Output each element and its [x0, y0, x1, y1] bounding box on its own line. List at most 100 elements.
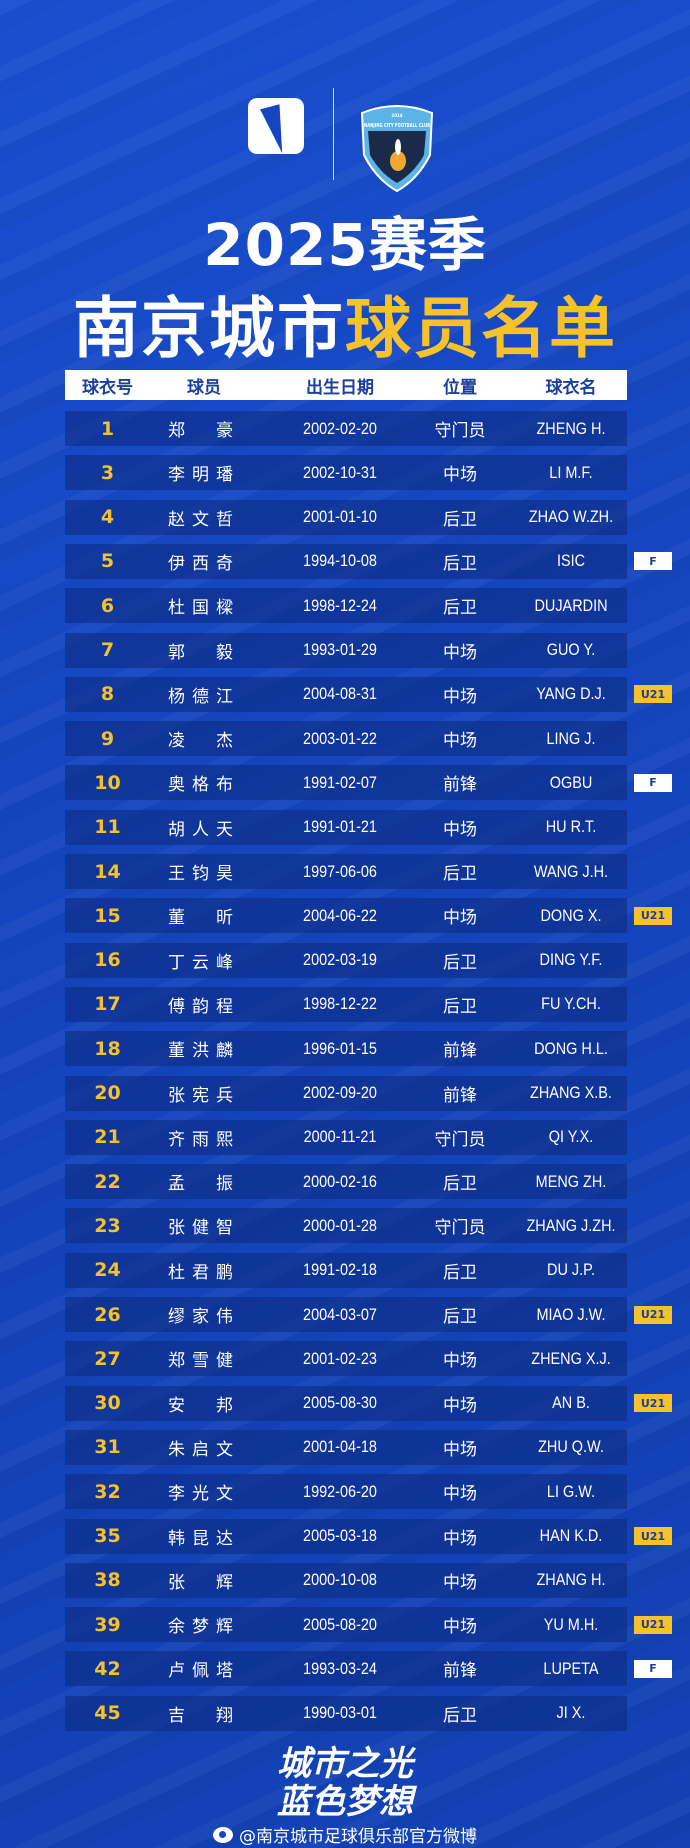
- player-birthdate: 2001-01-10: [303, 507, 377, 527]
- player-position: 中场: [443, 1395, 477, 1416]
- player-jersey-name: LI M.F.: [549, 462, 593, 482]
- player-birthdate: 2005-08-30: [303, 1393, 377, 1413]
- player-position: 守门员: [434, 1218, 486, 1239]
- table-row: 4 赵文哲 2001-01-10 后卫 ZHAO W.ZH.: [65, 499, 627, 535]
- player-position: 后卫: [443, 509, 477, 530]
- player-birthdate: 2004-06-22: [303, 905, 377, 925]
- table-row: 14 王钧昊 1997-06-06 后卫 WANG J.H.: [65, 854, 627, 889]
- player-name: 韩昆达: [168, 1528, 240, 1549]
- table-row: 9 凌 杰 2003-01-22 中场 LING J.: [65, 721, 627, 757]
- player-position: 后卫: [443, 1174, 477, 1195]
- player-birthdate: 2002-03-19: [303, 950, 377, 970]
- player-name: 余梦辉: [168, 1617, 240, 1638]
- player-birthdate: 1991-01-21: [303, 817, 377, 837]
- player-name: 孟 振: [168, 1174, 240, 1195]
- foreign-player-badge: F: [634, 552, 672, 571]
- table-row: 11 胡人天 1991-01-21 中场 HU R.T.: [65, 809, 627, 845]
- player-position: 中场: [443, 465, 477, 486]
- badge-year: 2014: [391, 113, 402, 118]
- player-number: 3: [100, 461, 115, 484]
- player-birthdate: 2000-02-16: [303, 1171, 377, 1191]
- table-row: 22 孟 振 2000-02-16 后卫 MENG ZH.: [65, 1164, 627, 1200]
- logos: 2014 NANJING CITY FOOTBALL CLUB: [0, 88, 690, 198]
- table-row: 7 郭 毅 1993-01-29 中场 GUO Y.: [65, 632, 627, 668]
- player-birthdate: 2000-11-21: [303, 1127, 377, 1147]
- table-row: 21 齐雨熙 2000-11-21 守门员 QI Y.X.: [65, 1119, 627, 1155]
- player-name: 郑 豪: [168, 421, 240, 441]
- player-name: 张宪兵: [168, 1085, 240, 1106]
- player-number: 4: [100, 506, 115, 529]
- player-number: 26: [94, 1303, 121, 1326]
- player-name: 张 辉: [168, 1572, 240, 1593]
- player-name: 凌 杰: [168, 731, 240, 752]
- season-title: 2025赛季: [203, 211, 487, 279]
- slogan-line1: 城市之光: [277, 1744, 413, 1784]
- player-jersey-name: AN B.: [552, 1393, 590, 1413]
- player-position: 前锋: [443, 1661, 477, 1682]
- player-name: 王钧昊: [168, 864, 240, 884]
- table-row: 42 卢佩塔 1993-03-24 前锋 LUPETA: [65, 1651, 627, 1687]
- player-birthdate: 1992-06-20: [303, 1481, 377, 1501]
- player-birthdate: 1997-06-06: [303, 861, 377, 881]
- player-jersey-name: QI Y.X.: [548, 1127, 594, 1147]
- player-position: 后卫: [443, 1705, 477, 1726]
- roster-title-club: 南京城市: [73, 290, 345, 367]
- player-position: 前锋: [443, 1041, 477, 1062]
- u21-badge: U21: [634, 1305, 672, 1324]
- weibo-text: @南京城市足球俱乐部官方微博: [239, 1827, 477, 1847]
- player-jersey-name: LING J.: [546, 728, 596, 748]
- player-number: 8: [100, 683, 115, 706]
- table-row: 27 郑雪健 2001-02-23 中场 ZHENG X.J.: [65, 1341, 627, 1377]
- player-number: 31: [94, 1436, 121, 1459]
- player-jersey-name: DONG X.: [540, 905, 602, 925]
- player-birthdate: 2002-10-31: [303, 462, 377, 482]
- player-position: 后卫: [443, 1262, 477, 1283]
- player-birthdate: 2000-10-08: [303, 1570, 377, 1590]
- table-row: 3 李明璠 2002-10-31 中场 LI M.F.: [65, 455, 627, 491]
- header-number: 球衣号: [82, 377, 133, 398]
- player-position: 后卫: [443, 553, 477, 574]
- player-number: 18: [94, 1037, 121, 1060]
- player-name: 卢佩塔: [168, 1661, 240, 1682]
- weibo-handle: @南京城市足球俱乐部官方微博: [0, 1822, 690, 1847]
- u21-badge: U21: [634, 1615, 672, 1634]
- header-position: 位置: [443, 377, 477, 398]
- player-number: 9: [100, 727, 115, 750]
- player-position: 守门员: [434, 421, 486, 441]
- player-name: 奥格布: [168, 775, 240, 796]
- table-row: 26 缪家伟 2004-03-07 后卫 MIAO J.W.: [65, 1297, 627, 1332]
- u21-badge: U21: [634, 1394, 672, 1413]
- foreign-player-badge: F: [634, 773, 672, 792]
- player-jersey-name: ZHANG X.B.: [530, 1083, 612, 1102]
- player-name: 齐雨熙: [168, 1129, 240, 1150]
- table-row: 16 丁云峰 2002-03-19 后卫 DING Y.F.: [65, 942, 627, 978]
- player-name: 杨德江: [168, 686, 240, 707]
- player-number: 15: [94, 904, 121, 927]
- player-name: 朱启文: [168, 1439, 240, 1460]
- player-birthdate: 1993-01-29: [303, 640, 377, 659]
- player-jersey-name: HAN K.D.: [539, 1526, 603, 1545]
- table-row: 10 奥格布 1991-02-07 前锋 OGBU: [65, 765, 627, 801]
- player-number: 27: [94, 1347, 121, 1370]
- player-position: 中场: [443, 1572, 477, 1593]
- slogan: 城市之光 蓝色梦想: [0, 1745, 690, 1821]
- table-row: 20 张宪兵 2002-09-20 前锋 ZHANG X.B.: [65, 1075, 627, 1111]
- foreign-player-badge: F: [634, 1659, 672, 1678]
- player-number: 6: [100, 594, 115, 617]
- header-player: 球员: [187, 377, 221, 398]
- header-birthdate: 出生日期: [306, 377, 374, 398]
- header-jersey-name: 球衣名: [545, 377, 597, 398]
- player-number: 7: [100, 639, 115, 661]
- table-row: 6 杜国樑 1998-12-24 后卫 DUJARDIN: [65, 588, 627, 624]
- player-position: 中场: [443, 1351, 477, 1372]
- player-number: 5: [100, 550, 115, 573]
- player-jersey-name: DU J.P.: [547, 1260, 595, 1280]
- player-name: 缪家伟: [168, 1307, 240, 1327]
- logo-divider: [333, 88, 334, 180]
- table-row: 39 余梦辉 2005-08-20 中场 YU M.H.: [65, 1607, 627, 1643]
- player-position: 中场: [443, 1617, 477, 1638]
- player-birthdate: 2001-02-23: [303, 1348, 377, 1368]
- player-birthdate: 1991-02-07: [303, 772, 377, 792]
- player-number: 23: [94, 1214, 121, 1237]
- player-number: 20: [94, 1082, 121, 1104]
